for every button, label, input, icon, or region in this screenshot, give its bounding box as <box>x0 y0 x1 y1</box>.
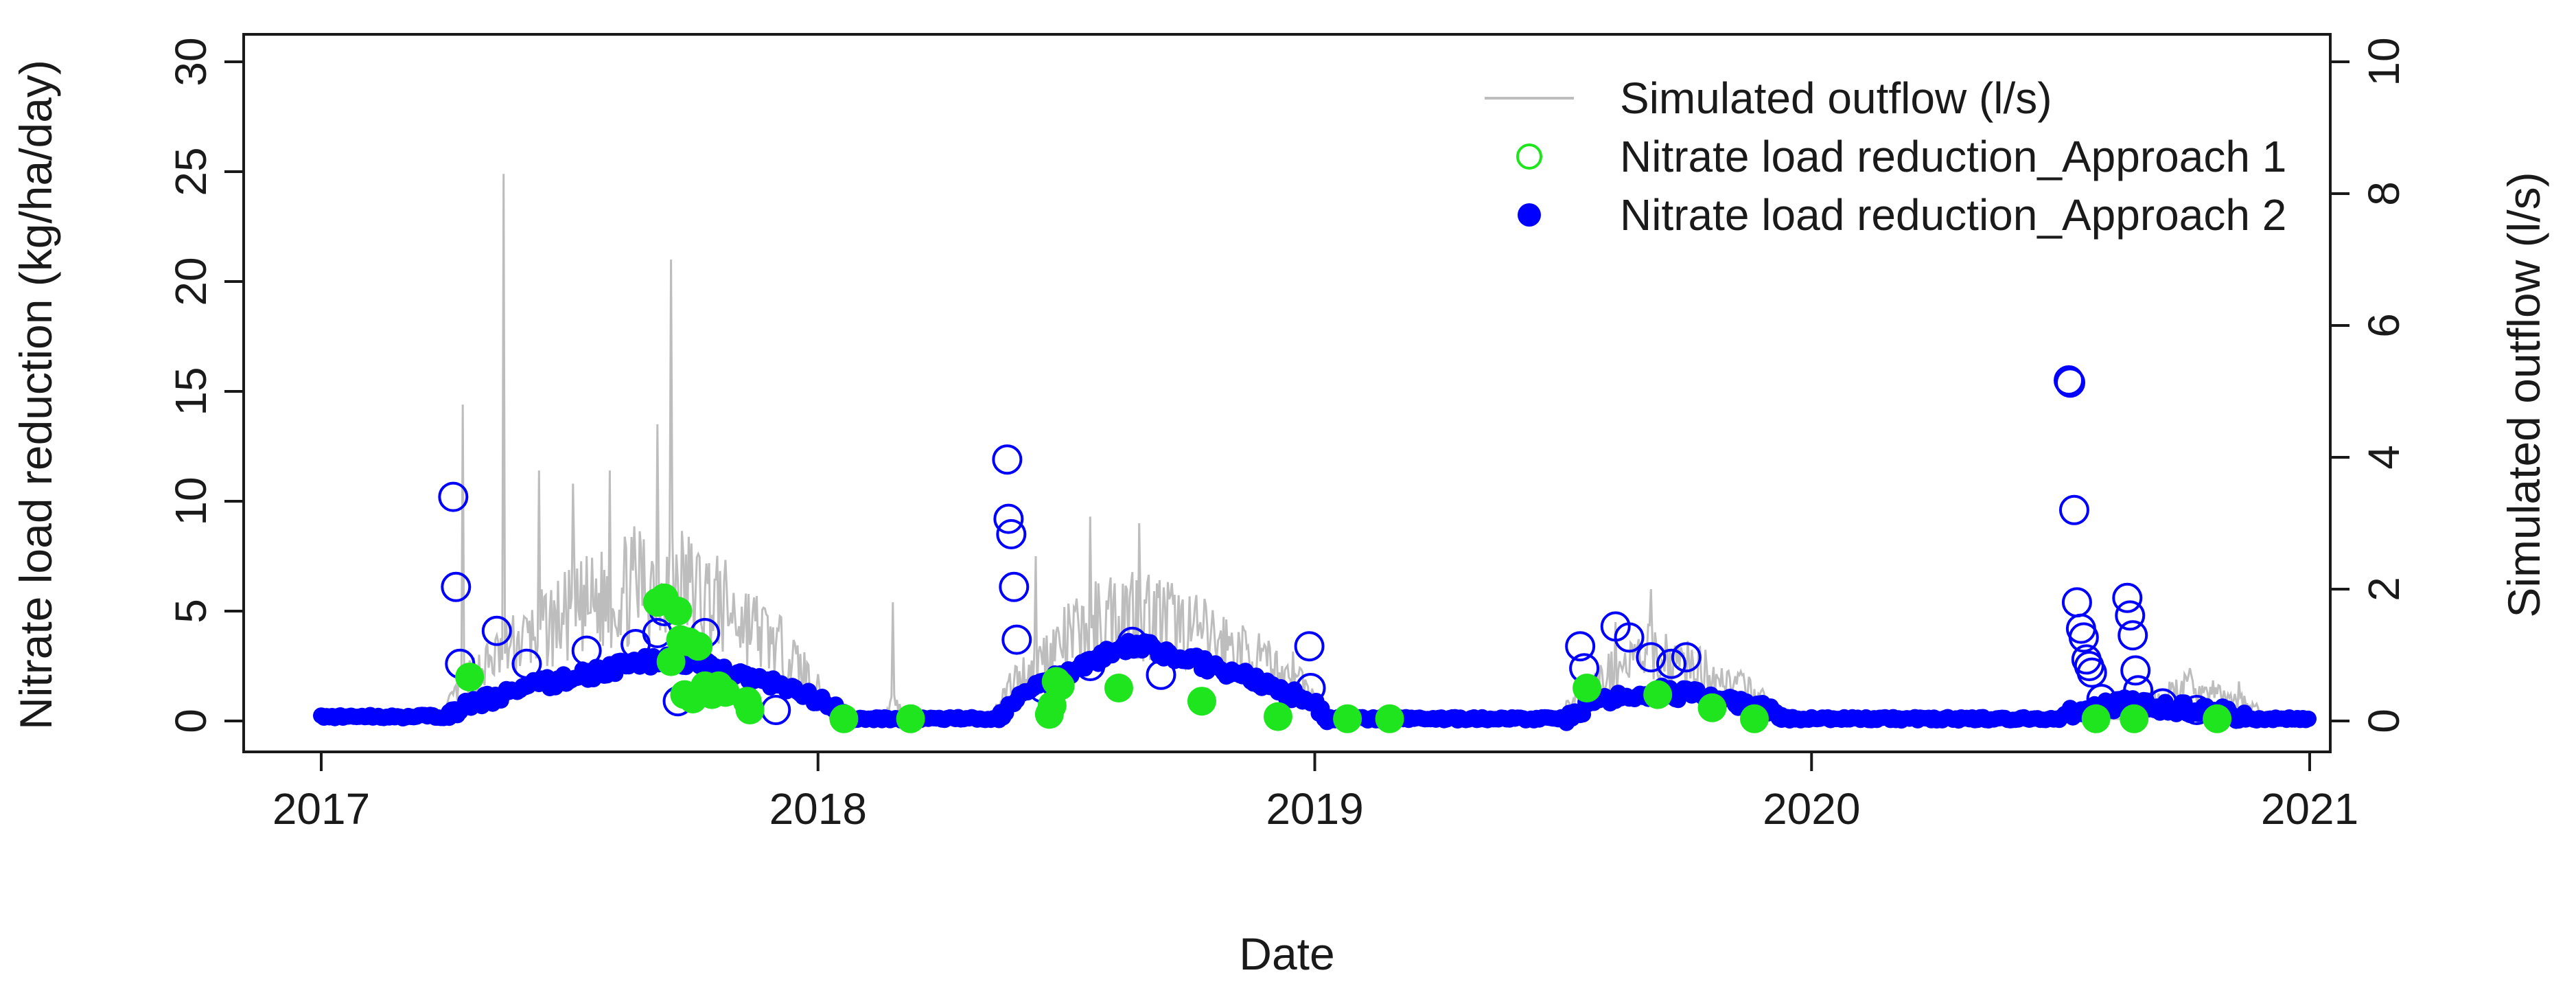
x-tick-label: 2018 <box>769 784 867 834</box>
approach1-marker <box>2115 600 2146 631</box>
y-right-tick-label: 2 <box>2359 577 2409 601</box>
approach1-marker <box>2117 620 2148 651</box>
y-right-tick-label: 6 <box>2359 313 2409 338</box>
green-marker <box>1104 674 1133 702</box>
y-left-tick-label: 20 <box>166 257 216 306</box>
approach2-marker <box>2300 710 2317 727</box>
green-marker <box>2120 704 2149 733</box>
approach1-marker <box>1565 631 1596 662</box>
green-marker <box>1263 702 1292 731</box>
green-marker <box>455 663 485 691</box>
approach1-marker <box>999 571 1030 602</box>
green-marker <box>1187 687 1216 716</box>
legend-label: Nitrate load reduction_Approach 1 <box>1620 132 2286 181</box>
y-left-tick-label: 15 <box>166 367 216 415</box>
green-marker <box>2081 704 2111 733</box>
green-marker <box>1573 674 1602 702</box>
green-marker <box>829 704 859 733</box>
approach1-marker <box>1636 642 1667 673</box>
legend-label: Simulated outflow (l/s) <box>1620 73 2052 123</box>
approach1-marker <box>1075 651 1106 681</box>
approach1-marker <box>1671 642 1702 673</box>
green-marker <box>735 696 765 724</box>
approach1-marker <box>2076 657 2107 688</box>
legend: Simulated outflow (l/s) Nitrate load redu… <box>1485 73 2286 240</box>
approach1-marker <box>996 519 1027 549</box>
approach1-marker <box>481 615 512 646</box>
approach1-marker <box>1146 659 1176 690</box>
x-tick-label: 2017 <box>272 784 370 834</box>
approach1-marker <box>2068 622 2099 653</box>
green-marker <box>2203 704 2232 733</box>
green-marker <box>1643 680 1673 709</box>
y-left-tick-label: 0 <box>166 709 216 733</box>
green-marker <box>710 678 740 707</box>
approach1-marker <box>438 481 469 512</box>
approach1-marker <box>993 503 1024 534</box>
legend-label: Nitrate load reduction_Approach 2 <box>1620 190 2286 240</box>
x-axis: 2017 2018 2019 2020 2021 <box>272 750 2358 834</box>
approach1-marker <box>1614 622 1645 653</box>
approach1-marker <box>571 635 602 666</box>
y-left-tick-label: 5 <box>166 599 216 623</box>
green-marker <box>656 647 686 676</box>
approach1-marker <box>1117 626 1148 657</box>
approach1-series <box>438 365 2212 725</box>
approach1-marker <box>1294 631 1325 662</box>
green-marker <box>1333 704 1362 733</box>
x-tick-label: 2020 <box>1763 784 1860 834</box>
y-right-tick-label: 10 <box>2359 37 2409 86</box>
y-left-tick-label: 25 <box>166 147 216 196</box>
y-axis-right-title: Simulated outflow (l/s) <box>2498 172 2549 617</box>
y-left-tick-label: 30 <box>166 37 216 86</box>
green-marker <box>663 597 693 626</box>
approach1-marker <box>1001 624 1032 655</box>
y-right-tick-label: 4 <box>2359 445 2409 470</box>
legend-swatch-filled-circle <box>1518 203 1541 227</box>
green-marker <box>684 632 713 661</box>
y-right-tick-label: 0 <box>2359 709 2409 733</box>
approach1-marker <box>441 571 472 602</box>
green-marker <box>1697 693 1727 722</box>
green-marker <box>896 704 925 733</box>
approach1-marker <box>1295 673 1326 703</box>
y-left-tick-label: 10 <box>166 477 216 525</box>
x-tick-label: 2021 <box>2261 784 2358 834</box>
approach1-marker <box>2055 367 2086 398</box>
green-marker <box>1739 704 1769 733</box>
approach1-marker <box>992 444 1023 475</box>
approach1-marker <box>1656 648 1687 679</box>
x-axis-title: Date <box>1239 928 1334 979</box>
approach1-marker <box>2147 688 2178 719</box>
y-axis-right: 0 2 4 6 8 10 <box>2329 37 2409 733</box>
approach1-marker <box>2120 655 2151 686</box>
y-right-tick-label: 8 <box>2359 181 2409 206</box>
approach1-marker <box>2112 582 2143 613</box>
approach1-marker <box>2123 675 2154 706</box>
y-axis-left: 0 5 10 15 20 25 30 <box>166 37 245 733</box>
green-marker <box>1045 671 1075 700</box>
legend-swatch-open-circle <box>1516 144 1542 170</box>
approach1-marker <box>2058 494 2089 525</box>
approach1-marker <box>511 648 542 679</box>
green-marker-series <box>455 583 2232 733</box>
green-marker <box>1375 704 1404 733</box>
x-tick-label: 2019 <box>1266 784 1363 834</box>
y-axis-left-title: Nitrate load reduction (kg/ha/day) <box>10 60 61 730</box>
